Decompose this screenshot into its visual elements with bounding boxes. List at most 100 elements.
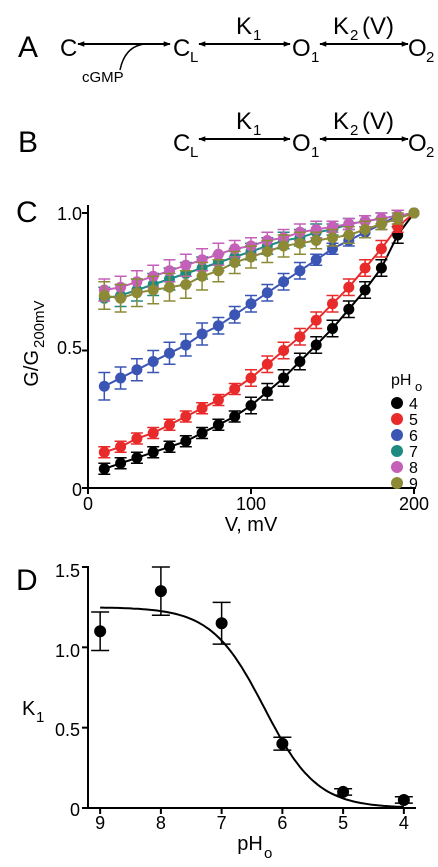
data-point [337, 785, 350, 798]
k1-ph-plot [91, 566, 413, 808]
data-point [196, 328, 208, 340]
legend-label-ph9: 9 [409, 476, 418, 493]
legend-title: pH [391, 372, 411, 389]
data-point [164, 441, 175, 453]
data-point [115, 372, 127, 384]
legend-label-ph7: 7 [409, 444, 418, 461]
x-tick-labels: 9 8 7 6 5 4 [95, 813, 409, 833]
data-point [212, 394, 224, 406]
y-tick-label: 0 [72, 480, 82, 500]
data-point [278, 345, 290, 356]
state-o2-subscript: 2 [426, 49, 434, 66]
data-point [147, 427, 159, 439]
y-tick-label: 1.5 [55, 561, 80, 581]
series-ph7 [98, 207, 420, 310]
cgmp-label: cGMP [82, 69, 124, 86]
k2-symbol: K [333, 13, 349, 40]
k2-subscript: 2 [350, 122, 358, 139]
data-point [98, 380, 110, 392]
data-point [245, 400, 257, 411]
data-point [164, 347, 175, 359]
data-point [212, 248, 224, 260]
data-point [261, 287, 273, 299]
panel-d: D 0 0.5 1.0 1.5 9 8 7 6 5 4 pH o K 1 [16, 561, 416, 862]
data-point [131, 287, 143, 299]
x-tick-label: 5 [338, 813, 348, 833]
data-point [359, 224, 371, 235]
k1-subscript: 1 [253, 27, 261, 44]
state-o1-subscript: 1 [311, 144, 319, 161]
data-point [276, 737, 289, 750]
data-point [294, 237, 306, 249]
data-point [229, 309, 241, 321]
data-point [147, 356, 159, 367]
data-point [294, 265, 306, 277]
state-c: C [60, 35, 77, 62]
data-point [245, 298, 257, 310]
data-point [261, 358, 273, 370]
panel-b: B C L K 1 O 1 K 2 (V) O 2 [18, 108, 434, 161]
k2-symbol: K [333, 108, 349, 135]
state-cl: C [173, 35, 190, 62]
data-point [115, 441, 127, 453]
data-point [131, 433, 143, 444]
cgmp-binding-line [119, 43, 146, 71]
panel-label-c: C [16, 196, 38, 229]
data-point [408, 207, 420, 219]
data-point [343, 229, 355, 241]
data-point [147, 284, 159, 296]
state-cl: C [173, 130, 190, 157]
data-point [115, 457, 127, 469]
state-cl-subscript: L [190, 49, 198, 66]
data-point [180, 435, 192, 447]
data-point [375, 243, 387, 255]
state-cl-subscript: L [190, 144, 198, 161]
data-point [180, 411, 192, 422]
y-tick-label: 0 [70, 800, 80, 820]
axis-ticks [82, 212, 415, 494]
y-axis-label-subscript: 200mV [31, 300, 48, 348]
y-axis-label: K [22, 698, 36, 720]
state-o1-subscript: 1 [311, 49, 319, 66]
panel-label-d: D [16, 564, 38, 597]
legend-marker-ph6 [391, 429, 403, 441]
state-o2-subscript: 2 [426, 144, 434, 161]
k2-voltage-label: (V) [362, 13, 394, 40]
x-axis-label: pH [237, 833, 263, 855]
data-point [164, 419, 175, 431]
data-point [359, 262, 371, 274]
data-point [229, 383, 241, 395]
data-point [180, 279, 192, 290]
data-point [327, 298, 338, 310]
y-tick-label: 0.5 [55, 720, 80, 740]
y-axis-label-text: G/G [21, 350, 43, 387]
k2-subscript: 2 [350, 27, 358, 44]
state-o1: O [292, 35, 311, 62]
panel-c: C 0 0.5 1.0 0 100 200 V, mV G/G 200mV pH… [16, 196, 429, 536]
series-ph5 [98, 207, 420, 459]
data-point [261, 246, 273, 257]
data-point [327, 323, 338, 334]
data-point [375, 218, 387, 230]
x-tick-label: 4 [399, 813, 409, 833]
data-point [245, 251, 257, 263]
x-tick-label: 200 [399, 494, 429, 514]
data-point [147, 446, 159, 458]
x-axis-label: V, mV [225, 514, 278, 536]
data-point [229, 411, 241, 422]
data-point [229, 257, 241, 268]
x-axis-label-subscript: o [264, 845, 272, 862]
x-tick-label: 7 [217, 813, 227, 833]
panel-label-a: A [18, 31, 38, 64]
data-point [164, 281, 175, 293]
fit-curve [100, 606, 404, 808]
data-point [294, 331, 306, 343]
data-point [212, 320, 224, 332]
data-point [98, 446, 110, 458]
data-point [310, 254, 322, 266]
panel-a: A C cGMP C L K 1 O 1 K 2 (V) O 2 [18, 13, 434, 86]
data-point [154, 585, 167, 598]
